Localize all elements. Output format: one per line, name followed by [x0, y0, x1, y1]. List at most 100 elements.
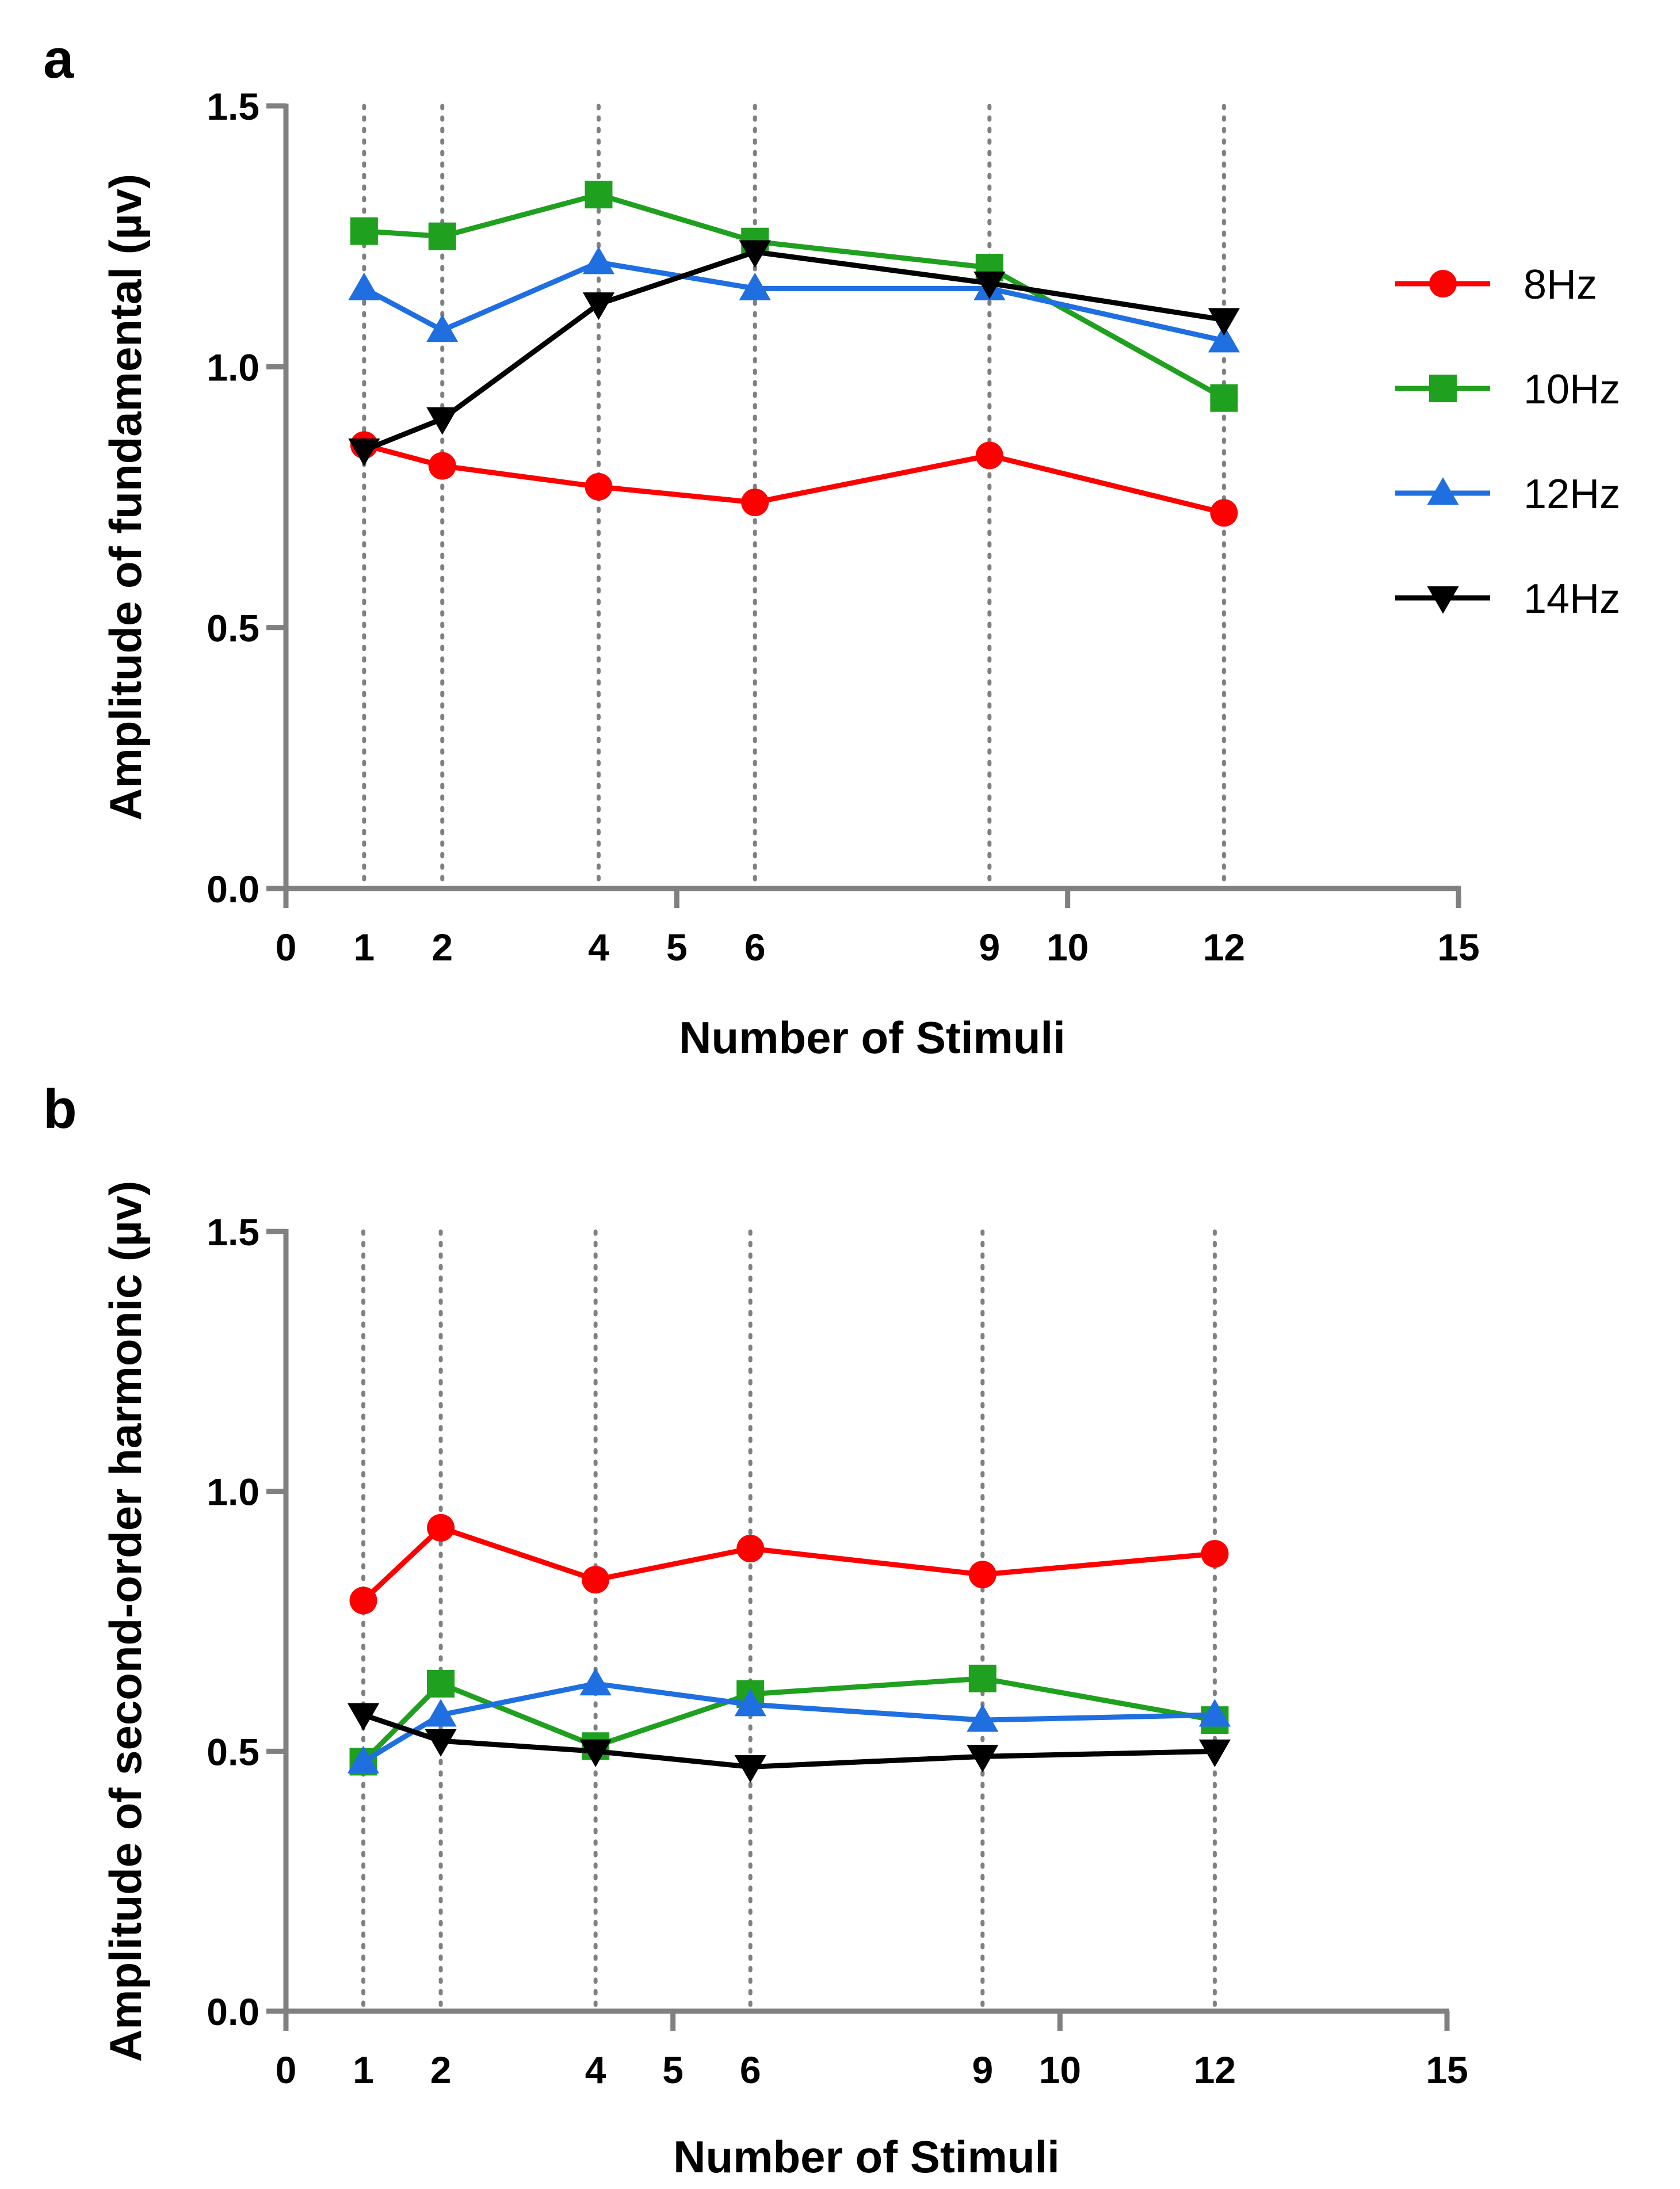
data-point-12hz — [348, 272, 380, 300]
x-tick-label: 4 — [585, 2049, 606, 2091]
data-point-14hz — [579, 1739, 612, 1767]
x-tick-label: 2 — [430, 2049, 452, 2091]
data-point-14hz — [1198, 1739, 1231, 1767]
data-point-14hz — [739, 240, 771, 268]
series-10hz — [350, 181, 1238, 412]
y-tick-label: 1.5 — [207, 1211, 259, 1253]
series-line-8hz — [361, 1525, 1215, 1603]
series-14hz — [348, 240, 1240, 466]
y-tick-label: 0.5 — [207, 607, 259, 650]
series-line-14hz — [362, 1712, 1215, 1769]
data-point-12hz — [739, 272, 771, 300]
data-point-12hz — [582, 246, 615, 274]
data-point-14hz — [967, 1744, 999, 1772]
y-tick-label: 0.5 — [207, 1730, 259, 1773]
data-point-10hz — [350, 217, 378, 245]
data-point-8hz — [582, 1566, 610, 1594]
data-point-10hz — [428, 222, 456, 250]
data-point-14hz — [348, 438, 380, 466]
y-tick-label: 0.0 — [207, 1990, 259, 2033]
data-point-8hz — [736, 1535, 765, 1563]
x-tick-label: 5 — [666, 926, 688, 968]
x-tick-label: 10 — [1039, 2049, 1081, 2091]
x-tick-label: 4 — [588, 926, 609, 968]
data-point-12hz — [967, 1704, 999, 1732]
data-point-12hz — [734, 1688, 766, 1717]
data-point-8hz — [968, 1561, 996, 1589]
panel-letter-a: a — [43, 28, 74, 90]
x-tick-label: 0 — [276, 926, 297, 968]
legend-item-12hz: 12Hz — [1395, 471, 1620, 517]
data-point-14hz — [973, 271, 1006, 299]
x-tick-label: 1 — [353, 2049, 374, 2091]
x-tick-label: 15 — [1437, 926, 1479, 968]
legend-item-10hz: 10Hz — [1395, 367, 1620, 413]
data-point-14hz — [734, 1755, 766, 1783]
data-point-14hz — [1208, 308, 1240, 336]
data-point-8hz — [1201, 1540, 1229, 1568]
y-tick-label: 1.5 — [207, 85, 259, 128]
legend-label: 14Hz — [1524, 576, 1620, 622]
x-tick-label: 6 — [740, 2049, 761, 2091]
panel-letter-b: b — [43, 1078, 77, 1140]
data-point-8hz — [428, 452, 456, 480]
series-8hz — [349, 1513, 1229, 1615]
y-axis-title: Amplitude of second-order harmonic (µv) — [100, 1181, 151, 2062]
y-tick-label: 0.0 — [207, 868, 259, 910]
series-8hz — [350, 431, 1238, 527]
data-point-10hz — [427, 1669, 455, 1698]
data-point-10hz — [1210, 384, 1238, 412]
data-point-8hz — [975, 441, 1003, 470]
y-axis-title: Amplitude of fundamental (µv) — [100, 174, 151, 821]
legend-marker — [1429, 270, 1457, 298]
x-axis-title: Number of Stimuli — [673, 2131, 1060, 2182]
x-axis-title: Number of Stimuli — [679, 1012, 1066, 1063]
data-point-10hz — [968, 1664, 996, 1692]
legend-marker — [1429, 375, 1457, 402]
x-tick-label: 9 — [972, 2049, 993, 2091]
x-tick-label: 15 — [1426, 2049, 1468, 2091]
data-point-14hz — [582, 292, 615, 321]
x-tick-label: 5 — [662, 2049, 684, 2091]
series-12hz — [347, 1668, 1231, 1774]
x-tick-label: 6 — [744, 926, 766, 968]
data-point-8hz — [349, 1587, 377, 1615]
x-tick-label: 0 — [276, 2049, 297, 2091]
series-line-14hz — [363, 249, 1225, 453]
legend: 8Hz 10Hz 12Hz 14Hz — [1395, 262, 1620, 622]
legend-label: 12Hz — [1524, 471, 1620, 517]
y-tick-label: 1.0 — [207, 346, 259, 388]
data-point-12hz — [426, 314, 459, 342]
data-point-12hz — [1198, 1699, 1231, 1727]
data-point-10hz — [585, 181, 613, 209]
x-tick-label: 1 — [354, 926, 375, 968]
data-point-8hz — [741, 489, 769, 517]
x-tick-label: 12 — [1203, 926, 1245, 968]
x-tick-label: 10 — [1047, 926, 1089, 968]
legend-label: 8Hz — [1524, 262, 1597, 308]
legend-item-14hz: 14Hz — [1395, 576, 1620, 622]
data-point-12hz — [1208, 325, 1240, 353]
series-line-10hz — [364, 192, 1225, 401]
x-tick-label: 9 — [979, 926, 1000, 968]
data-point-8hz — [585, 472, 613, 501]
legend-marker — [1427, 586, 1459, 614]
series-line-8hz — [363, 442, 1225, 516]
data-point-12hz — [425, 1699, 457, 1727]
x-tick-label: 2 — [432, 926, 453, 968]
legend-marker — [1427, 477, 1459, 505]
data-point-14hz — [426, 407, 459, 435]
legend-label: 10Hz — [1524, 367, 1620, 413]
data-point-8hz — [427, 1513, 455, 1542]
x-tick-label: 12 — [1194, 2049, 1236, 2091]
data-point-8hz — [1210, 499, 1238, 527]
series-12hz — [348, 246, 1240, 353]
data-point-14hz — [347, 1703, 380, 1731]
series-14hz — [347, 1703, 1231, 1783]
data-point-12hz — [347, 1745, 380, 1774]
y-tick-label: 1.0 — [207, 1471, 259, 1513]
legend-item-8hz: 8Hz — [1395, 262, 1597, 308]
